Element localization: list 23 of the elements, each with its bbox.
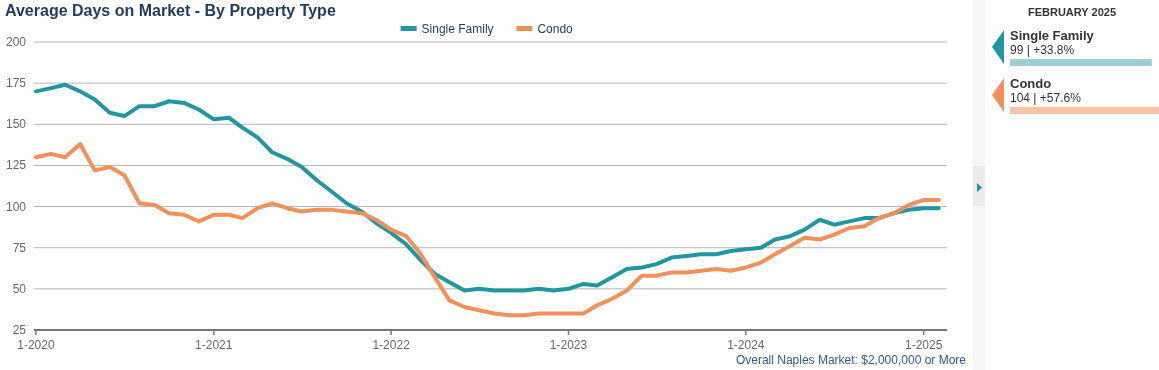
y-tick-label: 50: [12, 281, 27, 296]
line-series: [33, 142, 941, 318]
chart-title: Average Days on Market - By Property Type: [5, 2, 336, 19]
x-tick-label: 1-2023: [549, 338, 588, 352]
data-label: 104 | +57.6%: [1010, 91, 1082, 105]
y-tick-label: 200: [5, 35, 27, 49]
x-tick-label: 1-2021: [195, 338, 233, 352]
y-tick-label: 25: [12, 323, 27, 337]
legend-label: Single Family: [421, 22, 494, 36]
y-tick-label: 100: [5, 199, 27, 214]
y-tick-label: 175: [5, 76, 27, 91]
line-series: [33, 82, 941, 293]
text: Overall Naples Market: $2,000,000 or More: [735, 353, 967, 367]
y-tick-label: 150: [5, 117, 27, 132]
chart-title: FEBRUARY 2025: [1027, 6, 1117, 18]
y-tick-label: 125: [5, 158, 27, 173]
data-label: 99 | +33.8%: [1010, 43, 1075, 57]
x-tick-label: 1-2022: [372, 338, 411, 352]
legend-label: Condo: [537, 22, 574, 36]
x-tick-label: 1-2024: [727, 338, 765, 352]
y-tick-label: 75: [12, 240, 27, 255]
x-tick-label: 1-2025: [904, 338, 943, 352]
x-tick-label: 1-2020: [17, 338, 55, 352]
